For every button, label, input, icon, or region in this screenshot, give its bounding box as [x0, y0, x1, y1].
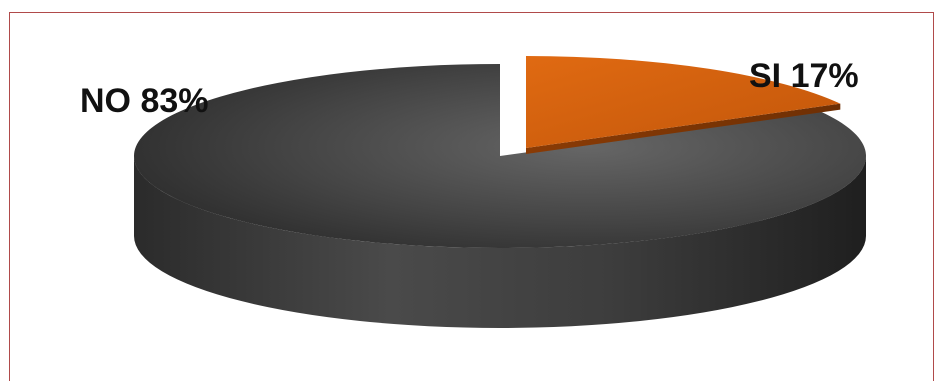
- pie-slice-si: [526, 56, 841, 148]
- pie-slice-si-side: [526, 103, 841, 154]
- pie-slice-no: [134, 64, 866, 249]
- slice-label-no: NO 83%: [80, 82, 209, 120]
- pie-slice-no-side: [134, 156, 866, 328]
- slice-label-si: SI 17%: [749, 57, 859, 95]
